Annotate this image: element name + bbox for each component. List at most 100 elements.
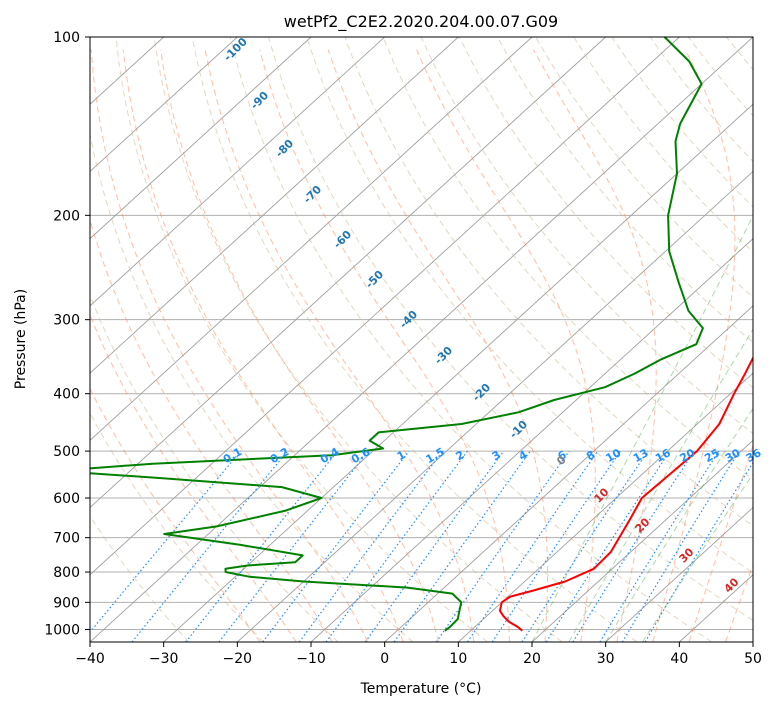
- isotherm-line: [90, 37, 680, 576]
- dry-adiabat-line: [90, 412, 264, 642]
- y-axis-title: Pressure (hPa): [13, 289, 29, 389]
- dry-adiabat-line: [344, 37, 753, 527]
- x-axis-title: Temperature (°C): [360, 681, 482, 697]
- reference-adiabat-line: [642, 473, 753, 642]
- dry-adiabat-line: [115, 37, 488, 642]
- y-tick-label: 800: [53, 565, 80, 581]
- isotherm-label: -50: [363, 268, 386, 291]
- moist-adiabat-line: [90, 49, 369, 642]
- x-tick-label: 50: [744, 651, 762, 667]
- mixing-ratio-label: 1: [395, 448, 408, 463]
- data-layer: [90, 37, 753, 632]
- dry-adiabat-line: [649, 37, 753, 163]
- x-tick-label: −10: [296, 651, 326, 667]
- isotherm-line: [90, 37, 385, 307]
- mixing-ratio-line: [364, 450, 505, 642]
- moist-adiabat-line: [204, 49, 475, 642]
- dry-adiabat-line: [306, 37, 753, 574]
- dry-adiabat-line: [573, 37, 753, 253]
- x-tick-label: 30: [597, 651, 615, 667]
- moist-adiabat-line: [327, 49, 548, 642]
- mixing-ratio-label: 36: [744, 446, 764, 465]
- dry-adiabat-line: [229, 37, 712, 642]
- isotherm-line: [90, 37, 606, 509]
- dry-adiabat-line: [191, 37, 638, 642]
- reference-adiabat-line: [568, 328, 753, 642]
- y-tick-label: 600: [53, 491, 80, 507]
- reference-adiabat-line: [531, 214, 753, 642]
- isotherm-label: -90: [248, 89, 271, 112]
- y-tick-label: 100: [53, 30, 80, 46]
- isotherm-label: -70: [301, 183, 324, 206]
- y-tick-label: 700: [53, 531, 80, 547]
- dry-adiabat-line: [268, 37, 753, 622]
- isotherm-label: -60: [331, 228, 354, 251]
- isotherm-label: 40: [722, 575, 742, 595]
- isotherm-line: [310, 238, 753, 642]
- dry-adiabat-line: [496, 37, 753, 344]
- isotherm-line: [605, 506, 753, 642]
- mixing-ratio-label: 13: [631, 446, 651, 465]
- isotherm-line: [237, 170, 753, 642]
- mixing-ratio-line: [545, 450, 671, 642]
- moist-adiabat-line: [160, 49, 439, 642]
- mixing-ratio-label: 25: [702, 446, 722, 465]
- isotherm-line: [90, 37, 312, 240]
- mixing-ratio-line: [90, 450, 242, 633]
- mixing-ratio-line: [298, 450, 444, 642]
- mixing-ratio-label: 10: [604, 446, 624, 465]
- y-tick-label: 300: [53, 313, 80, 329]
- x-tick-label: 40: [670, 651, 688, 667]
- mixing-ratio-line: [491, 450, 621, 642]
- isotherm-label: -10: [507, 418, 530, 441]
- y-tick-label: 500: [53, 444, 80, 460]
- dry-adiabat-line: [726, 37, 753, 71]
- mixing-ratio-line: [435, 450, 570, 642]
- moist-adiabat-line: [122, 49, 404, 642]
- mixing-ratio-label: 1.5: [423, 445, 446, 466]
- dry-adiabat-line: [765, 37, 775, 642]
- moist-adiabat-line: [90, 387, 261, 642]
- y-tick-label: 900: [53, 595, 80, 611]
- y-tick-label: 1000: [44, 622, 80, 638]
- isotherm-label: -20: [470, 381, 493, 404]
- moist-adiabat-line: [725, 563, 753, 642]
- mixing-ratio-label: 0.2: [268, 445, 291, 466]
- axis-layer: −40 −30 −20 −10 0 10 20 30 40 50 100 200 300 400 500 60…: [44, 30, 762, 667]
- y-tick-label: 400: [53, 387, 80, 403]
- plot-frame: [89, 36, 754, 643]
- mixing-ratio-line: [218, 450, 369, 642]
- moist-adiabat-line: [652, 49, 736, 642]
- moist-adiabat-line: [688, 443, 753, 642]
- mixing-ratio-line: [325, 450, 468, 642]
- isotherm-label: -40: [397, 308, 420, 331]
- x-tick-label: −20: [223, 651, 253, 667]
- temperature-profile-line: [498, 355, 753, 632]
- mixing-ratio-label: 0.1: [221, 445, 244, 466]
- isotherm-label: -80: [273, 137, 296, 160]
- mixing-ratio-label: 4: [516, 448, 529, 463]
- mixing-ratio-label: 30: [723, 446, 743, 465]
- moist-adiabat-line: [532, 49, 657, 642]
- dry-adiabat-line: [611, 37, 753, 208]
- moist-adiabat-line: [90, 313, 297, 642]
- y-tick-label: 200: [53, 208, 80, 224]
- x-tick-label: −40: [75, 651, 105, 667]
- isotherm-line: [90, 37, 533, 441]
- mixing-ratio-label: 0.6: [349, 445, 373, 466]
- mixing-ratio-line: [599, 450, 720, 642]
- mixing-ratio-label: 0.4: [318, 445, 342, 466]
- isotherm-line: [90, 37, 238, 173]
- mixing-ratio-label: 3: [490, 448, 503, 463]
- reference-adiabat-line: [605, 407, 753, 642]
- dry-adiabat-line: [687, 37, 753, 117]
- x-tick-label: 0: [380, 651, 389, 667]
- dry-adiabat-line: [420, 37, 753, 435]
- mixing-ratio-line: [521, 450, 649, 642]
- dewpoint-profile-line: [90, 37, 704, 632]
- mixing-ratio-line: [185, 450, 339, 642]
- isotherm-line: [163, 103, 753, 642]
- mixing-ratio-line: [262, 450, 410, 642]
